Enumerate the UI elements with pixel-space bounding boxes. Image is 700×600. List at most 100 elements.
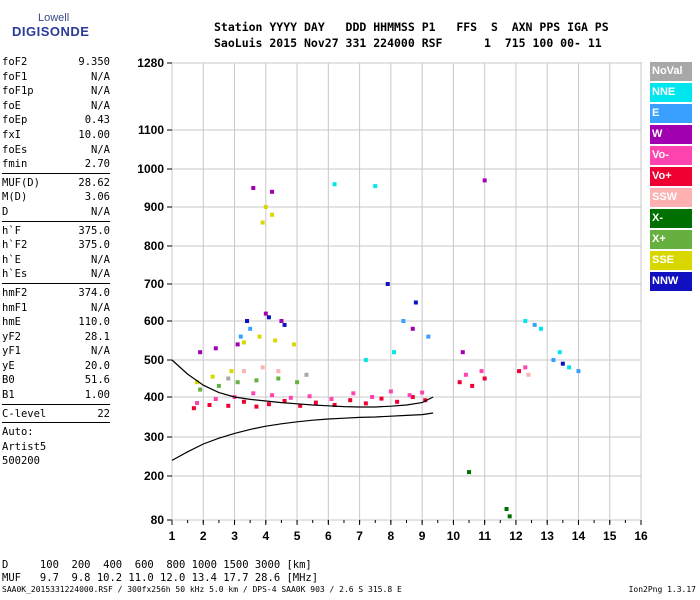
- param-key: D: [2, 205, 9, 218]
- data-point-nnw: [245, 319, 250, 323]
- distance-row: D 100 200 400 600 800 1000 1500 3000 [km…: [2, 559, 312, 571]
- auto-line: Artist5: [2, 440, 47, 453]
- data-point-vo-: [207, 403, 212, 407]
- param-key: h`Es: [2, 268, 28, 281]
- param-value: 51.6: [84, 374, 110, 387]
- param-value: 374.0: [78, 286, 110, 299]
- data-point-sse: [260, 220, 265, 225]
- data-point-vo-: [463, 372, 468, 377]
- param-separator: [2, 403, 110, 405]
- data-point-nnw: [282, 322, 287, 327]
- data-point-nne: [373, 184, 378, 189]
- data-point-nnw: [385, 282, 390, 286]
- data-point-x-: [504, 507, 509, 511]
- data-point-vo-: [195, 401, 200, 405]
- data-point-vo-: [282, 399, 287, 403]
- data-point-vo-: [270, 393, 275, 398]
- data-point-nne: [523, 319, 528, 323]
- param-row: h`E N/A: [2, 253, 110, 268]
- logo-top-text: Lowell: [38, 12, 70, 24]
- data-point-w: [279, 319, 284, 323]
- data-point-vo-: [307, 394, 312, 399]
- param-value: N/A: [91, 205, 110, 218]
- data-point-vo-: [313, 400, 318, 405]
- param-row: h`F2 375.0: [2, 238, 110, 253]
- param-row: foEs N/A: [2, 143, 110, 158]
- param-key: hmE: [2, 316, 21, 329]
- electron-density-profile-curve: [171, 412, 434, 461]
- data-point-vo-: [379, 396, 384, 401]
- header-line-2: SaoLuis 2015 Nov27 331 224000 RSF 1 715 …: [214, 36, 602, 50]
- data-point-e: [551, 358, 556, 362]
- y-tick-label: 800: [144, 239, 164, 253]
- param-value: 1.00: [84, 389, 110, 402]
- data-point-vo-: [298, 403, 303, 408]
- data-point-vo-: [370, 395, 375, 399]
- data-point-sse: [210, 374, 215, 379]
- param-row: C-level 22: [2, 407, 110, 422]
- data-point-vo-: [407, 393, 412, 398]
- param-row: foF2 9.350: [2, 55, 110, 70]
- x-tick-label: 3: [231, 529, 238, 543]
- data-point-vo-: [420, 390, 425, 395]
- param-row: h`F 375.0: [2, 224, 110, 239]
- param-key: foEp: [2, 114, 28, 127]
- logo-main-text: DIGISONDE: [12, 24, 90, 39]
- y-tick-label: 1000: [137, 162, 164, 176]
- x-tick-label: 2: [200, 529, 207, 543]
- legend-item: X+: [650, 230, 692, 249]
- param-row: foF1 N/A: [2, 70, 110, 85]
- header-line-1: Station YYYY DAY DDD HHMMSS P1 FFS S AXN…: [214, 20, 609, 34]
- y-tick-label: 700: [144, 277, 164, 291]
- footer-version: Ion2Png 1.3.17: [628, 585, 696, 594]
- data-point-x-: [467, 470, 472, 475]
- param-row: fxI 10.00: [2, 128, 110, 143]
- param-value: N/A: [91, 70, 110, 83]
- param-key: MUF(D): [2, 176, 40, 189]
- data-point-nne: [557, 350, 562, 355]
- param-row: hmF2 374.0: [2, 286, 110, 301]
- param-value: N/A: [91, 268, 110, 281]
- param-value: 0.43: [84, 114, 110, 127]
- param-key: hmF1: [2, 301, 28, 314]
- param-key: M(D): [2, 191, 28, 204]
- data-point-vo-: [213, 397, 218, 401]
- param-key: B1: [2, 389, 15, 402]
- data-point-noval: [226, 376, 231, 381]
- x-tick-label: 5: [294, 529, 301, 543]
- param-row: yE 20.0: [2, 359, 110, 374]
- param-row: foE N/A: [2, 99, 110, 114]
- y-tick-label: 200: [144, 469, 164, 483]
- x-tick-label: 13: [541, 529, 555, 543]
- data-point-w: [482, 178, 487, 183]
- param-value: 3.06: [84, 191, 110, 204]
- param-value: N/A: [91, 301, 110, 314]
- data-point-nnw: [413, 300, 418, 305]
- x-tick-label: 16: [634, 529, 648, 543]
- legend-item: E: [650, 104, 692, 123]
- data-point-x-: [507, 514, 512, 519]
- param-key: foEs: [2, 143, 28, 156]
- data-point-w: [263, 311, 268, 316]
- data-point-sse: [291, 342, 296, 347]
- auto-line: 500200: [2, 455, 40, 468]
- x-tick-label: 1: [169, 529, 176, 543]
- data-point-e: [532, 322, 537, 327]
- data-point-nnw: [560, 361, 565, 366]
- data-point-e: [426, 334, 431, 339]
- y-tick-label: 1280: [137, 56, 164, 70]
- param-separator: [2, 282, 110, 284]
- x-tick-label: 10: [447, 529, 461, 543]
- legend-item: NNW: [650, 272, 692, 291]
- data-point-vo-: [191, 406, 196, 411]
- data-point-vo-: [226, 403, 231, 408]
- param-key: hmF2: [2, 286, 28, 299]
- data-point-sse: [263, 205, 268, 209]
- data-point-vo-: [329, 397, 334, 401]
- data-point-x-: [276, 376, 281, 381]
- data-point-nne: [567, 365, 572, 370]
- x-tick-label: 8: [388, 529, 395, 543]
- virtual-height-trace-curve: [171, 359, 434, 408]
- data-point-nne: [363, 358, 368, 362]
- legend-item: X-: [650, 209, 692, 228]
